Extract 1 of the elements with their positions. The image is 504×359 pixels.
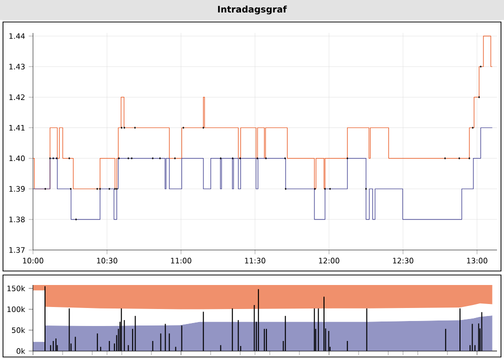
chart-title: Intradagsgraf <box>218 6 287 14</box>
